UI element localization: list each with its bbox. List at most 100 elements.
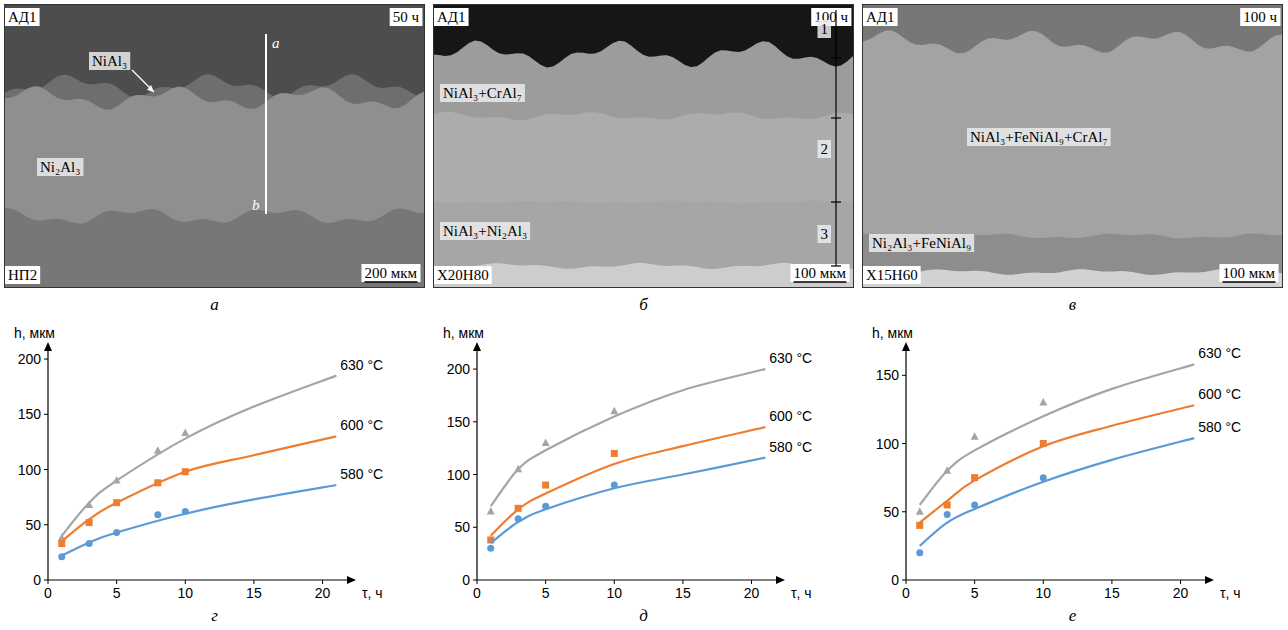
phase-layer xyxy=(862,31,1283,289)
x-tick xyxy=(322,580,323,584)
micrograph: АД150 чНП2200 мкмNiAl₃Ni₂Al₃ab xyxy=(4,4,425,288)
x-tick-label: 20 xyxy=(744,585,760,601)
data-point xyxy=(86,519,93,526)
data-point xyxy=(86,540,93,547)
data-point xyxy=(944,511,951,518)
data-point xyxy=(154,479,161,486)
series-label: 630 °C xyxy=(769,350,812,366)
label-box xyxy=(818,20,832,38)
panel-letter: е xyxy=(1069,606,1077,625)
data-point xyxy=(113,529,120,536)
micrograph-image xyxy=(4,4,425,288)
x-axis xyxy=(906,579,1208,580)
axis-arrow xyxy=(44,342,52,351)
measure-line xyxy=(265,34,267,214)
panel-letter: а xyxy=(210,295,219,314)
label-box xyxy=(434,8,469,26)
data-point xyxy=(916,507,924,515)
x-tick-label: 0 xyxy=(44,585,52,601)
y-tick xyxy=(902,375,906,376)
x-tick-label: 5 xyxy=(542,585,550,601)
y-axis-title: h, мкм xyxy=(443,325,484,341)
zone-line xyxy=(835,10,836,266)
axis-arrow xyxy=(347,576,356,584)
x-tick-label: 15 xyxy=(246,585,262,601)
data-point xyxy=(487,507,495,514)
phase-label: NiAl₃+CrAl₇ xyxy=(443,85,522,101)
series-labels: 630 °C600 °C580 °C xyxy=(769,350,812,455)
data-point xyxy=(611,450,618,457)
phase-layer xyxy=(862,4,1283,288)
data-point xyxy=(611,482,618,489)
figure: АД150 чНП2200 мкмNiAl₃Ni₂Al₃abаАД1100 чХ… xyxy=(0,0,1288,630)
y-tick xyxy=(44,524,48,525)
data-point xyxy=(971,474,978,481)
data-point xyxy=(514,465,522,473)
label-box xyxy=(37,158,83,176)
y-tick-label: 150 xyxy=(447,414,471,430)
x-axis xyxy=(477,579,779,580)
scale-bar-label: 100 мкм xyxy=(1222,265,1275,281)
phase-layer xyxy=(4,4,425,288)
panel-letter: г xyxy=(211,606,218,625)
series-labels: 630 °C600 °C580 °C xyxy=(340,357,383,482)
series-label: 580 °C xyxy=(340,466,383,482)
series-label: 630 °C xyxy=(340,357,383,373)
chart: 05101520050100150200τ, чh, мкм630 °C600 … xyxy=(14,325,383,601)
data-point xyxy=(542,503,549,510)
fit-curve xyxy=(920,438,1195,546)
phase-label: NiAl₃+FeNiAl₉+CrAl₇ xyxy=(970,129,1108,145)
x-tick-label: 15 xyxy=(675,585,691,601)
data-point xyxy=(610,407,618,415)
data-point xyxy=(971,501,978,508)
x-tick xyxy=(185,580,186,584)
fit-curve xyxy=(491,427,766,536)
data-point xyxy=(85,500,93,508)
time-label: 50 ч xyxy=(393,9,420,25)
label-box xyxy=(434,266,492,284)
series-label: 580 °C xyxy=(769,439,812,455)
fit-curve xyxy=(62,376,337,536)
data-point xyxy=(944,501,951,508)
arrow-head xyxy=(147,85,154,92)
scale-bar xyxy=(364,281,417,283)
x-tick xyxy=(682,580,683,584)
x-tick xyxy=(116,580,117,584)
y-axis-title: h, мкм xyxy=(872,325,913,341)
fit-curve xyxy=(920,405,1195,522)
data-point xyxy=(181,429,189,437)
label-box xyxy=(869,234,974,252)
data-point xyxy=(1040,474,1047,481)
data-point xyxy=(487,545,494,552)
label-box xyxy=(863,266,921,284)
label-box xyxy=(390,8,423,26)
y-tick xyxy=(473,421,477,422)
x-axis-title: τ, ч xyxy=(1220,585,1241,601)
fit-curve xyxy=(920,364,1195,505)
label-box xyxy=(361,264,420,282)
y-tick xyxy=(44,469,48,470)
x-tick xyxy=(477,580,478,584)
data-point xyxy=(943,466,951,474)
y-tick-label: 100 xyxy=(447,467,471,483)
data-point xyxy=(182,468,189,475)
frame xyxy=(434,5,854,288)
axis-arrow xyxy=(776,576,785,584)
time-label: 100 ч xyxy=(1243,9,1277,25)
x-tick-label: 5 xyxy=(971,585,979,601)
y-tick xyxy=(473,474,477,475)
data-point xyxy=(916,522,923,529)
phase-label: NiAl₃ xyxy=(92,53,127,69)
series-label: 580 °C xyxy=(1198,419,1241,435)
zone-tick xyxy=(831,201,841,202)
label-box xyxy=(89,52,130,70)
fit-curve xyxy=(62,436,337,541)
data-point xyxy=(515,515,522,522)
line-end-label: a xyxy=(272,35,280,51)
x-tick-label: 0 xyxy=(902,585,910,601)
chart: 05101520050100150τ, чh, мкм630 °C600 °C5… xyxy=(872,325,1241,601)
zone-tick xyxy=(831,265,841,266)
label-box xyxy=(967,128,1111,146)
scale-bar-label: 200 мкм xyxy=(364,265,417,281)
x-tick xyxy=(751,580,752,584)
